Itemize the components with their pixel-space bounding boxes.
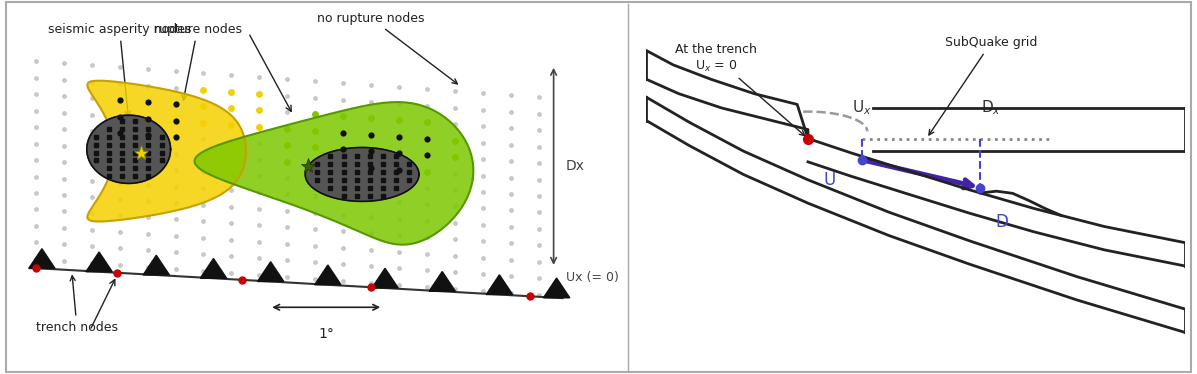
Polygon shape (200, 258, 226, 278)
Polygon shape (257, 262, 284, 282)
Text: At the trench
U$_x$ = 0: At the trench U$_x$ = 0 (675, 43, 804, 136)
Text: U: U (824, 171, 836, 188)
Text: rupture nodes: rupture nodes (153, 22, 242, 100)
Text: D: D (996, 213, 1008, 231)
Text: no rupture nodes: no rupture nodes (317, 12, 457, 84)
Polygon shape (305, 147, 419, 201)
Polygon shape (315, 265, 341, 285)
Polygon shape (29, 249, 55, 269)
Text: D$_x$: D$_x$ (982, 98, 1001, 117)
Text: SubQuake grid: SubQuake grid (929, 36, 1038, 135)
Polygon shape (87, 115, 171, 183)
Polygon shape (372, 268, 399, 288)
Text: U$_x$: U$_x$ (852, 98, 871, 117)
Text: seismic asperity nodes: seismic asperity nodes (48, 22, 192, 116)
Polygon shape (87, 81, 247, 221)
Polygon shape (144, 255, 170, 275)
Text: Dx: Dx (566, 159, 584, 174)
Polygon shape (486, 275, 512, 295)
Polygon shape (429, 272, 455, 291)
Text: Ux (= 0): Ux (= 0) (566, 272, 619, 284)
Polygon shape (195, 102, 473, 245)
Polygon shape (543, 278, 570, 298)
Text: trench nodes: trench nodes (36, 276, 119, 334)
Polygon shape (86, 252, 113, 272)
Text: 1°: 1° (318, 327, 334, 341)
